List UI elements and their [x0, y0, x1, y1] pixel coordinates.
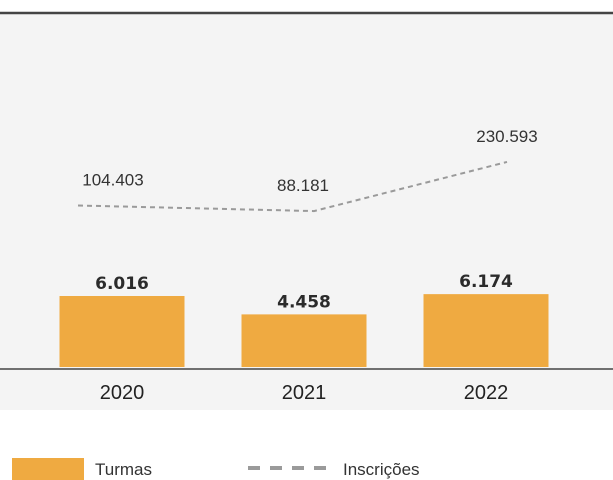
- legend-swatch-turmas: [12, 458, 84, 480]
- data-label-turmas-2020: 6.016: [95, 274, 149, 294]
- data-label-turmas-2022: 6.174: [459, 272, 513, 292]
- x-tick-label-2022: 2022: [464, 382, 509, 404]
- bars-layer: 6.016 4.458 6.174: [59, 272, 549, 367]
- x-tick-label-2020: 2020: [100, 382, 145, 404]
- x-tick-label-2021: 2021: [282, 382, 327, 404]
- data-label-inscricoes-2020: 104.403: [82, 170, 143, 189]
- bar-turmas-2020: [59, 296, 185, 367]
- legend-label-inscricoes: Inscrições: [343, 460, 420, 479]
- bar-turmas-2021: [241, 314, 367, 367]
- x-tick-labels: 2020 2021 2022: [100, 382, 509, 404]
- data-label-inscricoes-2021: 88.181: [277, 176, 329, 195]
- line-layer: 104.403 88.181 230.593: [77, 127, 538, 213]
- bar-turmas-2022: [423, 294, 549, 367]
- legend: Turmas Inscrições: [12, 458, 420, 480]
- data-label-turmas-2021: 4.458: [277, 292, 331, 312]
- legend-label-turmas: Turmas: [95, 460, 152, 479]
- line-inscricoes: [77, 160, 508, 213]
- data-label-inscricoes-2022: 230.593: [476, 127, 537, 146]
